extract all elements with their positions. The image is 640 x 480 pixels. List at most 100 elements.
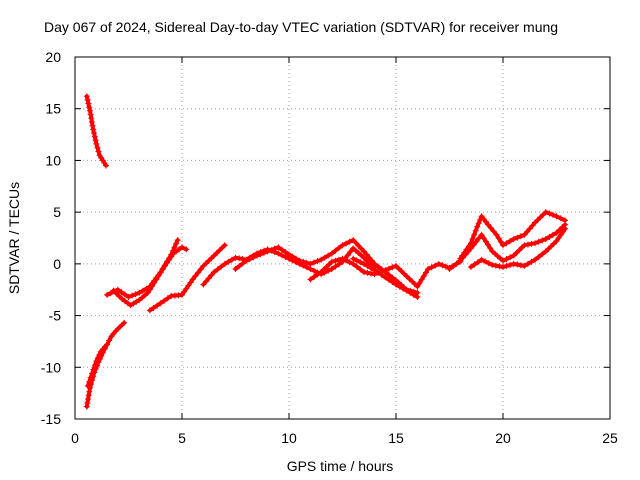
data-point-marker [375,269,382,276]
data-point-marker [542,236,549,242]
data-point-marker [463,246,470,253]
data-point-marker [213,250,220,256]
data-point-marker [189,276,196,283]
x-tick-label: 20 [495,430,511,446]
data-point-marker [420,273,427,280]
data-point-marker [385,265,392,272]
data-point-marker [535,238,542,245]
data-point-marker [478,256,485,263]
data-point-marker [403,287,410,294]
data-point-marker [155,273,162,279]
data-point-marker [385,276,392,283]
data-point-marker [360,260,367,267]
x-tick-label: 0 [71,430,79,446]
data-point-marker [181,288,188,295]
data-point-marker [475,220,482,227]
data-point-marker [300,258,307,265]
grid [75,57,610,419]
data-point-marker [311,267,317,274]
data-point-marker [343,257,350,264]
data-point-marker [104,291,111,298]
data-point-marker [343,240,350,247]
series-track-l [457,209,569,262]
data-point-marker [166,256,173,263]
data-point-marker [84,96,91,103]
data-point-marker [350,255,357,262]
data-point-marker [323,264,330,270]
data-point-marker [89,122,96,129]
data-point-marker [471,261,478,268]
data-point-marker [250,254,257,261]
data-point-marker [325,252,332,259]
data-point-marker [278,246,285,253]
data-point-marker [496,263,503,270]
data-point-marker [482,258,489,265]
data-point-marker [535,254,542,260]
data-point-marker [106,337,113,344]
data-point-marker [364,269,371,276]
data-point-marker [171,244,178,251]
data-point-marker [183,246,190,253]
data-point-marker [83,403,90,410]
data-point-marker [500,242,506,249]
data-point-marker [157,269,164,276]
data-point-marker [546,234,553,240]
series-track-m [467,225,569,270]
data-point-marker [179,244,185,251]
data-point-marker [271,245,278,252]
data-point-marker [542,209,549,216]
data-point-marker [364,262,371,269]
data-point-marker [129,292,136,299]
series-track-h [232,237,421,296]
data-point-marker [296,257,303,264]
data-point-marker [332,257,339,264]
data-point-marker [371,260,378,267]
data-point-marker [368,257,375,264]
data-point-marker [91,133,98,140]
data-point-marker [480,235,487,242]
data-point-marker [303,259,310,266]
data-point-marker [517,262,524,269]
data-point-marker [87,111,94,118]
data-point-marker [95,148,102,155]
x-tick-label: 5 [178,430,186,446]
data-point-marker [549,211,556,218]
data-point-marker [275,250,282,257]
data-point-marker [432,262,439,269]
data-point-marker [83,93,90,100]
data-point-marker [84,399,91,406]
data-point-marker [400,285,407,292]
data-point-marker [411,281,418,287]
series-track-g [200,245,378,288]
data-point-marker [500,264,506,270]
data-point-marker [442,263,449,270]
data-point-marker [149,283,155,290]
data-point-marker [510,260,517,267]
data-point-marker [94,355,101,361]
data-point-marker [275,244,282,251]
data-point-marker [211,252,218,259]
data-point-marker [475,259,481,266]
data-point-marker [85,396,92,403]
data-point-marker [221,242,228,249]
data-point-marker [118,289,125,296]
data-point-marker [90,126,97,133]
data-point-marker [318,269,325,276]
data-point-marker [423,269,429,276]
data-point-marker [510,236,517,242]
data-point-marker [407,289,414,296]
data-point-marker [208,272,215,279]
data-point-marker [114,286,121,293]
y-tick-label: 15 [45,101,61,117]
data-point-marker [173,240,180,247]
data-point-marker [257,251,264,258]
series-layer [83,93,569,410]
data-point-marker [179,291,185,298]
data-point-marker [103,162,109,169]
data-point-marker [500,257,506,264]
data-point-marker [495,235,502,242]
data-point-marker [467,264,474,270]
data-point-marker [518,244,525,251]
data-point-marker [514,234,521,241]
